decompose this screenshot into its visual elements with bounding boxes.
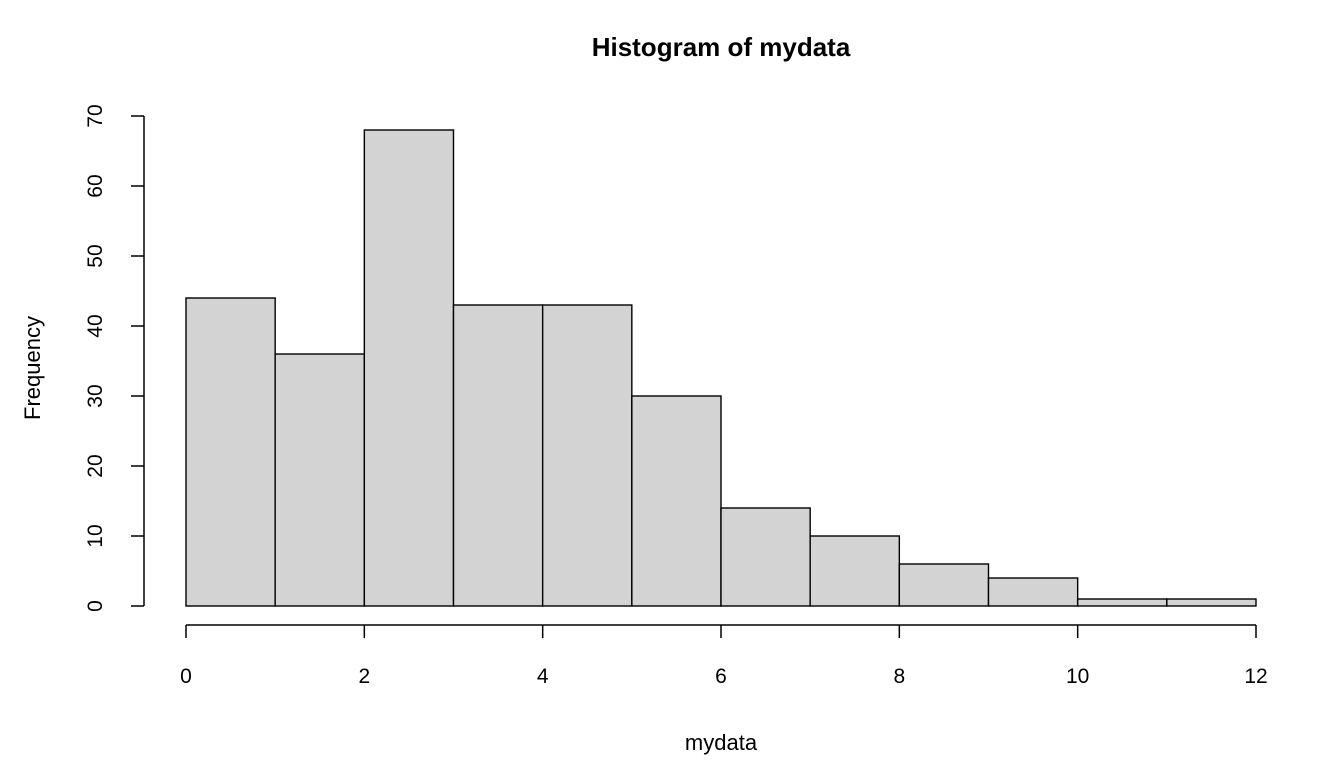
histogram-bar-7 [809, 535, 901, 607]
y-tick-label-3: 30 [84, 384, 107, 407]
x-tick-label-6: 12 [1244, 665, 1267, 688]
y-tick-label-5: 50 [84, 244, 107, 267]
histogram-bar-9 [987, 577, 1079, 607]
y-axis-label: Frequency [20, 316, 45, 420]
x-axis-label: mydata [685, 730, 758, 755]
x-tick-label-0: 0 [180, 665, 192, 688]
x-axis: 0 2 4 6 8 10 12 [180, 624, 1268, 688]
histogram-bar-4 [541, 304, 633, 607]
histogram-bar-11 [1166, 598, 1257, 607]
x-tick-label-2: 4 [537, 665, 549, 688]
histogram-bar-3 [452, 304, 544, 607]
histogram-bar-10 [1076, 598, 1168, 607]
y-tick-label-1: 10 [84, 524, 107, 547]
x-tick-label-3: 6 [715, 665, 727, 688]
x-tick-label-1: 2 [358, 665, 370, 688]
histogram-bar-6 [720, 507, 811, 607]
histogram-bar-2 [363, 129, 455, 607]
histogram-bar-5 [631, 395, 722, 607]
y-axis: 0 10 20 30 40 50 60 70 [84, 104, 145, 612]
y-tick-label-0: 0 [84, 600, 107, 612]
bars-group [185, 129, 1257, 607]
y-tick-label-6: 60 [84, 174, 107, 197]
x-tick-label-4: 8 [893, 665, 905, 688]
y-tick-label-2: 20 [84, 454, 107, 477]
histogram-bar-0 [185, 297, 276, 607]
y-tick-label-4: 40 [84, 314, 107, 337]
histogram-bar-8 [898, 563, 990, 607]
y-tick-label-7: 70 [84, 104, 107, 127]
x-tick-label-5: 10 [1066, 665, 1089, 688]
histogram-bar-1 [274, 353, 366, 607]
chart-title: Histogram of mydata [592, 32, 851, 62]
